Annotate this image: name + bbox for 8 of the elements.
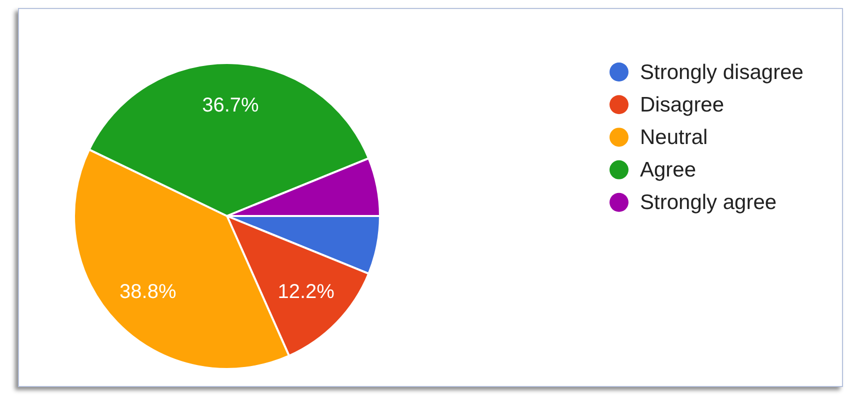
legend-label: Disagree	[640, 93, 724, 116]
data-label: 12.2%	[278, 281, 335, 304]
legend-label: Neutral	[640, 126, 708, 149]
legend-label: Strongly agree	[640, 191, 777, 214]
data-label: 36.7%	[202, 94, 260, 116]
legend-label: Strongly disagree	[640, 60, 804, 84]
data-label: 38.8%	[120, 281, 176, 304]
legend-label: Agree	[640, 158, 696, 182]
